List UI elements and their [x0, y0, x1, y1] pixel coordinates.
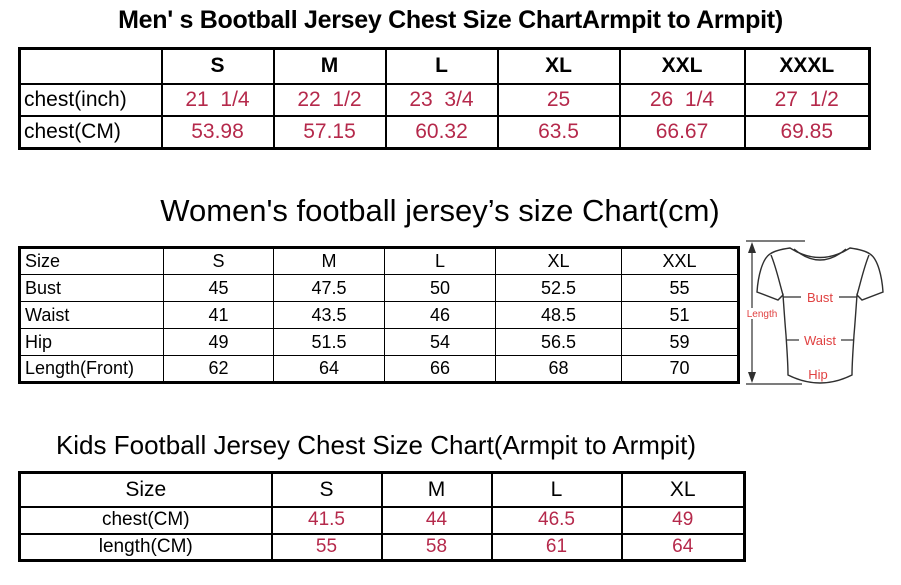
- size-value: 26 1/4: [618, 82, 746, 117]
- size-value: 64: [273, 355, 385, 383]
- size-value: 66.67: [618, 114, 746, 150]
- left-seam-line: [770, 254, 784, 296]
- length-label-bg: [745, 308, 779, 319]
- size-value: 58: [380, 532, 493, 562]
- corner-cell: [18, 47, 163, 85]
- row-label: chest(inch): [18, 82, 163, 117]
- column-header-xl: XL: [495, 247, 622, 275]
- tshirt-measurement-diagram: Bust Waist Hip Length: [745, 240, 884, 385]
- row-label: length(CM): [18, 532, 273, 562]
- kids-chest-row: chest(CM) 41.5 44 46.5 49: [18, 505, 746, 535]
- row-label: Bust: [19, 274, 164, 302]
- size-value: 46.5: [490, 505, 623, 535]
- row-label: Waist: [19, 301, 164, 329]
- row-label: Length(Front): [19, 355, 164, 383]
- tshirt-icon: [756, 247, 884, 384]
- column-header-s: S: [270, 471, 383, 508]
- size-value: 46: [384, 301, 496, 329]
- size-value: 66: [384, 355, 496, 383]
- column-header-xxxl: XXXL: [743, 47, 871, 85]
- size-value: 60.32: [384, 114, 499, 150]
- size-value: 56.5: [495, 328, 622, 356]
- size-value: 70: [621, 355, 739, 383]
- womens-header-row: Size S M L XL XXL: [19, 247, 739, 275]
- size-value: 21 1/4: [160, 82, 275, 117]
- mens-chest-cm-row: chest(CM) 53.98 57.15 60.32 63.5 66.67 6…: [18, 114, 871, 150]
- size-value: 61: [490, 532, 623, 562]
- womens-chart-title: Women's football jersey’s size Chart(cm): [160, 193, 720, 228]
- hip-label: Hip: [808, 367, 828, 382]
- column-header-l: L: [384, 47, 499, 85]
- size-value: 49: [620, 505, 746, 535]
- kids-size-table: Size S M L XL chest(CM) 41.5 44 46.5 49 …: [18, 471, 746, 562]
- column-header-xl: XL: [496, 47, 621, 85]
- size-value: 68: [495, 355, 622, 383]
- size-value: 54: [384, 328, 496, 356]
- waist-label: Waist: [804, 333, 836, 348]
- row-label: Hip: [19, 328, 164, 356]
- column-header-m: M: [380, 471, 493, 508]
- column-header-xl: XL: [620, 471, 746, 508]
- kids-chart-title: Kids Football Jersey Chest Size Chart(Ar…: [55, 430, 697, 460]
- size-value: 47.5: [273, 274, 385, 302]
- column-header-m: M: [273, 247, 385, 275]
- column-header-xxl: XXL: [618, 47, 746, 85]
- size-value: 55: [621, 274, 739, 302]
- size-value: 48.5: [495, 301, 622, 329]
- mens-chart-title: Men' s Bootball Jersey Chest Size ChartA…: [118, 6, 783, 34]
- size-value: 43.5: [273, 301, 385, 329]
- size-value: 44: [380, 505, 493, 535]
- size-value: 41: [163, 301, 274, 329]
- womens-size-table: Size S M L XL XXL Bust 45 47.5 50 52.5 5…: [18, 246, 740, 384]
- size-value: 57.15: [272, 114, 387, 150]
- womens-length-row: Length(Front) 62 64 66 68 70: [19, 355, 739, 383]
- size-value: 52.5: [495, 274, 622, 302]
- collar-inner-line: [793, 248, 847, 261]
- column-header-s: S: [163, 247, 274, 275]
- size-value: 64: [620, 532, 746, 562]
- size-value: 69.85: [743, 114, 871, 150]
- column-header-m: M: [272, 47, 387, 85]
- row-label: chest(CM): [18, 114, 163, 150]
- size-value: 51: [621, 301, 739, 329]
- size-value: 62: [163, 355, 274, 383]
- bust-label: Bust: [807, 290, 833, 305]
- mens-header-row: S M L XL XXL XXXL: [18, 47, 871, 85]
- column-header-l: L: [384, 247, 496, 275]
- column-header-s: S: [160, 47, 275, 85]
- mens-chest-inch-row: chest(inch) 21 1/4 22 1/2 23 3/4 25 26 1…: [18, 82, 871, 117]
- size-value: 53.98: [160, 114, 275, 150]
- size-value: 49: [163, 328, 274, 356]
- column-header-l: L: [490, 471, 623, 508]
- size-value: 23 3/4: [384, 82, 499, 117]
- size-value: 50: [384, 274, 496, 302]
- size-value: 59: [621, 328, 739, 356]
- length-label: Length: [747, 309, 778, 320]
- size-value: 27 1/2: [743, 82, 871, 117]
- size-value: 63.5: [496, 114, 621, 150]
- row-label: chest(CM): [18, 505, 273, 535]
- size-value: 41.5: [270, 505, 383, 535]
- size-value: 25: [496, 82, 621, 117]
- size-value: 22 1/2: [272, 82, 387, 117]
- kids-length-row: length(CM) 55 58 61 64: [18, 532, 746, 562]
- right-seam-line: [856, 254, 870, 296]
- column-header-size: Size: [19, 247, 164, 275]
- womens-waist-row: Waist 41 43.5 46 48.5 51: [19, 301, 739, 329]
- column-header-size: Size: [18, 471, 273, 508]
- kids-header-row: Size S M L XL: [18, 471, 746, 508]
- size-value: 55: [270, 532, 383, 562]
- mens-size-table: S M L XL XXL XXXL chest(inch) 21 1/4 22 …: [18, 47, 871, 150]
- size-value: 45: [163, 274, 274, 302]
- column-header-xxl: XXL: [621, 247, 739, 275]
- size-value: 51.5: [273, 328, 385, 356]
- womens-hip-row: Hip 49 51.5 54 56.5 59: [19, 328, 739, 356]
- womens-bust-row: Bust 45 47.5 50 52.5 55: [19, 274, 739, 302]
